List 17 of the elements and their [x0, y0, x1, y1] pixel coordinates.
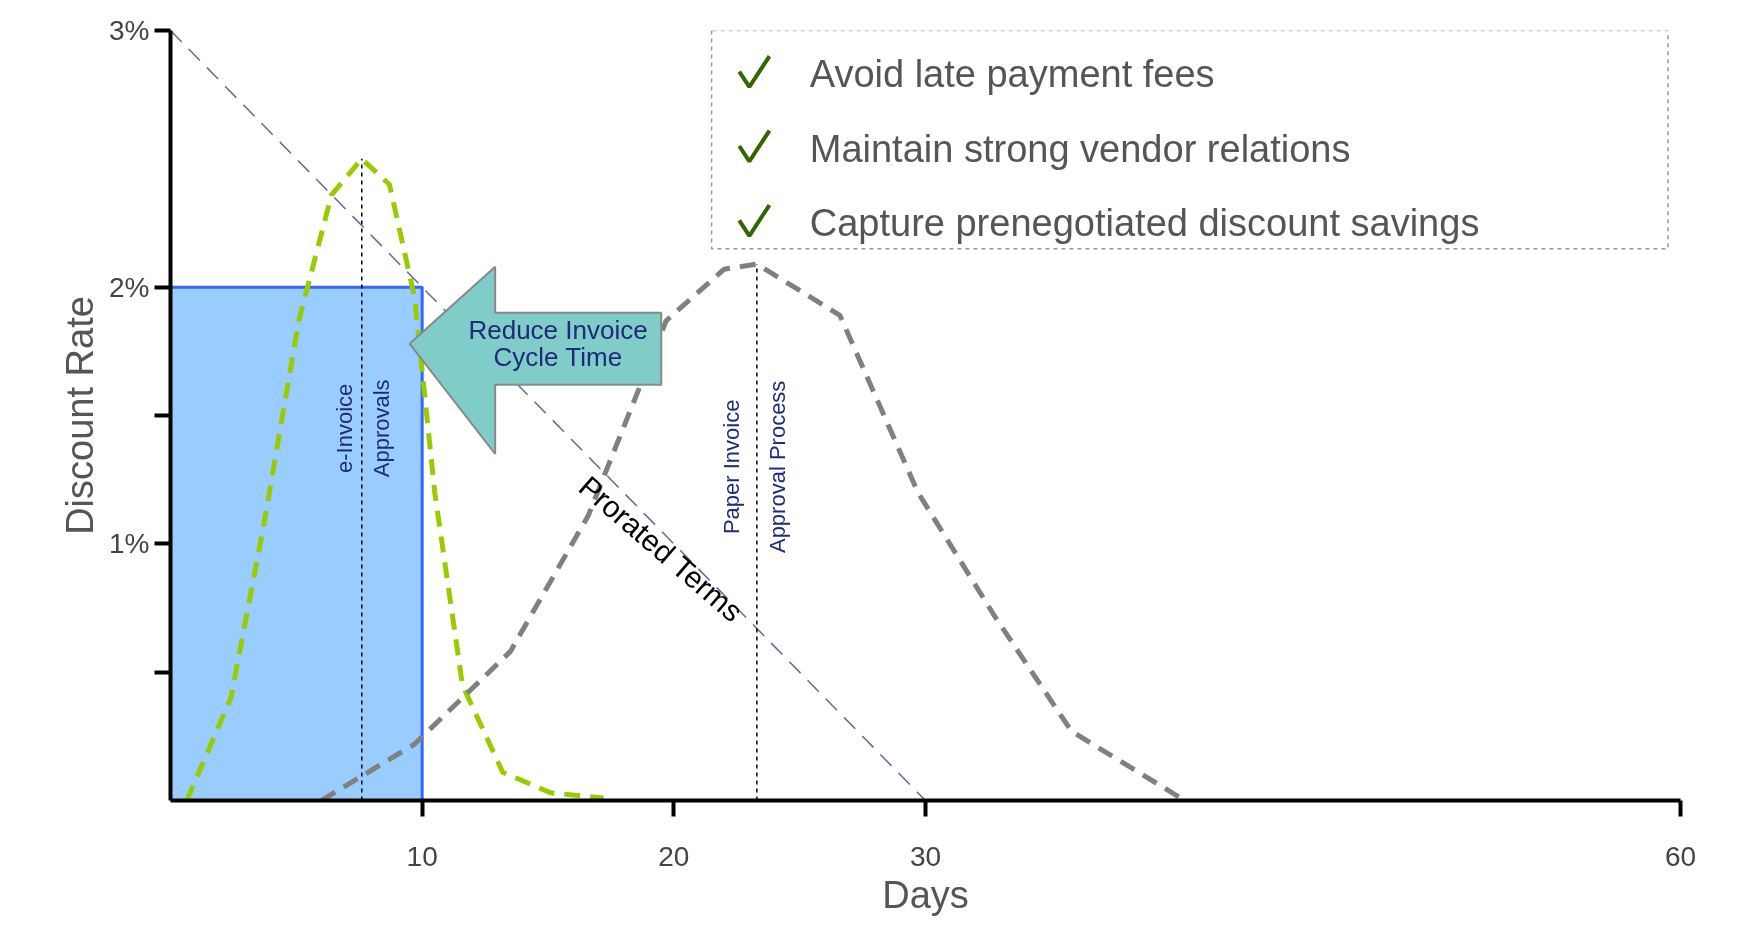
x-tick-label: 30 [909, 840, 942, 872]
x-axis-title: Days [882, 873, 969, 916]
y-tick-label: 1% [109, 528, 150, 560]
y-axis-title: Discount Rate [59, 296, 102, 535]
y-tick-label: 2% [109, 271, 150, 303]
annotation: Capture prenegotiated discount savings [809, 202, 1480, 244]
annotation: Approvals [369, 379, 395, 478]
annotation: Reduce Invoice Cycle Time [468, 315, 648, 373]
annotation: Approval Process [764, 380, 790, 554]
annotation: e-Invoice [331, 383, 357, 473]
annotation: Paper Invoice [719, 399, 745, 535]
y-tick-label: 3% [109, 15, 150, 46]
annotation: Maintain strong vendor relations [809, 127, 1351, 170]
x-tick-label: 60 [1664, 840, 1697, 872]
annotation: Avoid late payment fees [809, 53, 1215, 96]
x-tick-label: 10 [406, 840, 438, 872]
x-tick-label: 20 [658, 840, 690, 872]
